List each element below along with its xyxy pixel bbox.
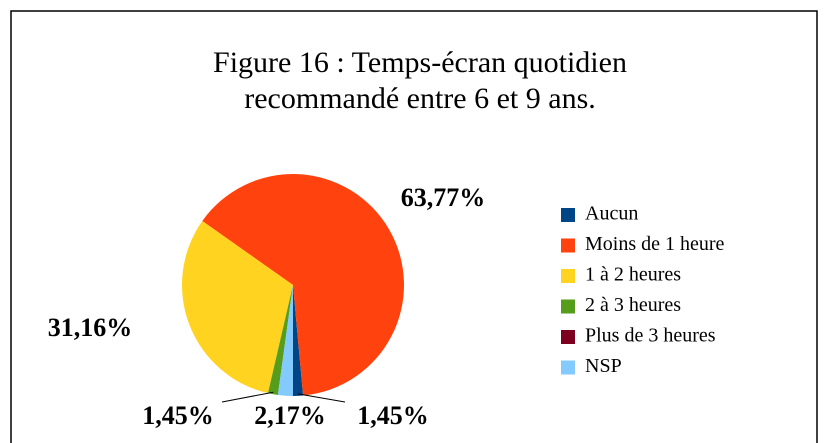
pie-slice bbox=[277, 285, 293, 396]
pie-slice bbox=[267, 285, 293, 395]
legend-swatch bbox=[561, 238, 575, 253]
chart-title: Figure 16 : Temps-écran quotidien recomm… bbox=[213, 46, 627, 115]
legend-swatch bbox=[561, 208, 575, 222]
legend-label: 1 à 2 heures bbox=[585, 264, 681, 286]
legend-label: Aucun bbox=[585, 203, 638, 225]
pie-slice bbox=[182, 221, 293, 394]
data-label: 1,45% bbox=[357, 401, 429, 430]
leader-line bbox=[297, 393, 346, 403]
data-label: 31,16% bbox=[48, 313, 133, 342]
legend-label: Moins de 1 heure bbox=[585, 233, 725, 255]
pie-slice bbox=[202, 174, 404, 396]
data-label: 1,45% bbox=[142, 401, 214, 430]
legend-label: NSP bbox=[585, 355, 622, 377]
leader-line bbox=[221, 391, 274, 403]
legend-swatch bbox=[561, 269, 575, 283]
legend-label: 2 à 3 heures bbox=[585, 294, 681, 316]
data-label: 63,77% bbox=[401, 183, 486, 212]
chart-border bbox=[10, 10, 818, 443]
pie-slice bbox=[293, 285, 304, 396]
data-label: 2,17% bbox=[254, 401, 326, 430]
legend-swatch bbox=[561, 360, 575, 375]
legend-swatch bbox=[561, 330, 575, 344]
legend-label: Plus de 3 heures bbox=[585, 325, 716, 347]
legend-swatch bbox=[561, 299, 575, 314]
